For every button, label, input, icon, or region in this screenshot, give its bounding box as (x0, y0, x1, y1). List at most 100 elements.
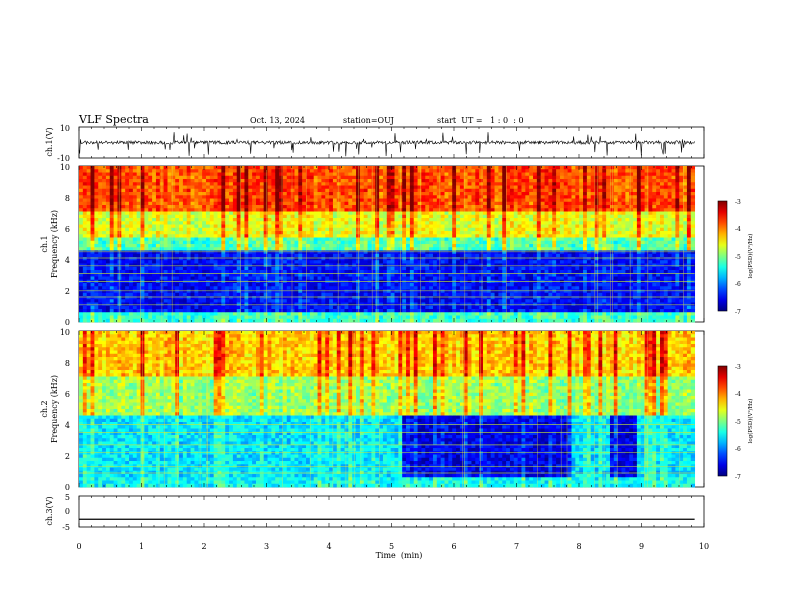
spectrogram-cell (148, 250, 153, 255)
spectrogram-cell (186, 299, 191, 303)
spectrogram-cell (190, 266, 195, 271)
spectrogram-cell (325, 318, 330, 323)
spectrogram-cell (406, 169, 411, 173)
spectrogram-cell (190, 201, 195, 206)
spectrogram-cell (217, 172, 222, 177)
spectrogram-cell (167, 286, 172, 290)
spectrogram-cell (309, 283, 315, 287)
spectrogram-cell (394, 201, 399, 206)
spectrogram-cell (152, 234, 157, 238)
spectrogram-cell (167, 253, 172, 258)
spectrogram-cell (317, 302, 322, 307)
spectrogram-cell (229, 166, 234, 170)
spectrogram-cell (444, 257, 449, 261)
spectrogram-cell (452, 188, 457, 193)
spectrogram-cell (240, 270, 245, 274)
spectrogram-cell (329, 198, 334, 203)
spectrogram-cell (344, 237, 349, 242)
spectrogram-cell (255, 201, 261, 206)
spectrogram-cell (440, 247, 445, 251)
spectrogram-cell (255, 240, 261, 245)
spectrogram-cell (279, 253, 284, 258)
spectrogram-cell (294, 312, 299, 316)
spectrogram-cell (313, 198, 318, 203)
spectrogram-cell (409, 289, 415, 294)
spectrogram-cell (325, 214, 330, 219)
spectrogram-cell (356, 188, 361, 193)
spectrogram-cell (329, 270, 334, 274)
spectrogram-cell (275, 182, 280, 186)
spectrogram-cell (179, 214, 184, 219)
spectrogram-cell (367, 270, 372, 274)
spectrogram-cell (186, 266, 191, 271)
spectrogram-cell (121, 299, 126, 303)
spectrogram-cell (463, 231, 469, 235)
spectrogram-cell (290, 227, 295, 232)
spectrogram-cell (190, 166, 195, 170)
spectrogram-cell (302, 240, 307, 245)
spectrogram-cell (359, 260, 365, 264)
spectrogram-cell (406, 273, 411, 277)
spectrogram-cell (309, 312, 315, 316)
spectrogram-cell (232, 250, 238, 255)
spectrogram-cell (267, 198, 272, 203)
spectrogram-cell (259, 237, 265, 242)
spectrogram-cell (363, 231, 368, 235)
spectrogram-cell (248, 179, 253, 183)
spectrogram-cell (82, 185, 88, 190)
spectrogram-cell (452, 192, 457, 196)
spectrogram-cell (429, 266, 434, 271)
spectrogram-cell (348, 296, 353, 300)
spectrogram-cell (271, 175, 276, 180)
spectrogram-cell (444, 211, 449, 216)
spectrogram-cell (371, 198, 376, 203)
spectrogram-cell (459, 318, 465, 323)
spectrogram-cell (309, 318, 315, 323)
spectrogram-cell (144, 296, 149, 300)
spectrogram-cell (309, 172, 315, 177)
spectrogram-cell (363, 263, 368, 268)
spectrogram-cell (263, 201, 268, 206)
spectrogram-cell (294, 296, 299, 300)
spectrogram-cell (386, 234, 392, 238)
spectrogram-cell (440, 188, 445, 193)
spectrogram-cell (279, 179, 284, 183)
spectrogram-cell (463, 214, 469, 219)
spectrogram-cell (329, 182, 334, 186)
spectrogram-cell (432, 253, 438, 258)
spectrogram-cell (98, 195, 103, 199)
spectrogram-cell (136, 192, 141, 196)
spectrogram-cell (332, 227, 338, 232)
spectrogram-cell (467, 201, 472, 206)
spectrogram-cell (263, 318, 268, 323)
spectrogram-cell (109, 318, 115, 323)
spectrogram-cell (348, 179, 353, 183)
spectrogram-cell (225, 195, 230, 199)
spectrogram-cell (198, 270, 203, 274)
spectrogram-cell (309, 211, 315, 216)
spectrogram-cell (255, 299, 261, 303)
spectrogram-cell (448, 195, 453, 199)
spectrogram-cell (348, 299, 353, 303)
spectrogram-cell (332, 179, 338, 183)
spectrogram-cell (252, 205, 257, 209)
spectrogram-cell (236, 302, 241, 307)
spectrogram-cell (252, 175, 257, 180)
spectrogram-cell (140, 289, 145, 294)
spectrogram-cell (309, 309, 315, 313)
spectrogram-cell (90, 185, 95, 190)
spectrogram-cell (255, 182, 261, 186)
spectrogram-cell (363, 211, 368, 216)
spectrogram-cell (348, 231, 353, 235)
spectrogram-cell (275, 283, 280, 287)
spectrogram-cell (456, 312, 461, 316)
spectrogram-cell (321, 214, 326, 219)
spectrogram-cell (344, 247, 349, 251)
spectrogram-cell (463, 273, 469, 277)
spectrogram-cell (167, 315, 172, 320)
spectrogram-cell (105, 237, 111, 242)
spectrogram-cell (232, 192, 238, 196)
spectrogram-cell (236, 192, 241, 196)
spectrogram-cell (109, 195, 115, 199)
spectrogram-cell (105, 296, 111, 300)
